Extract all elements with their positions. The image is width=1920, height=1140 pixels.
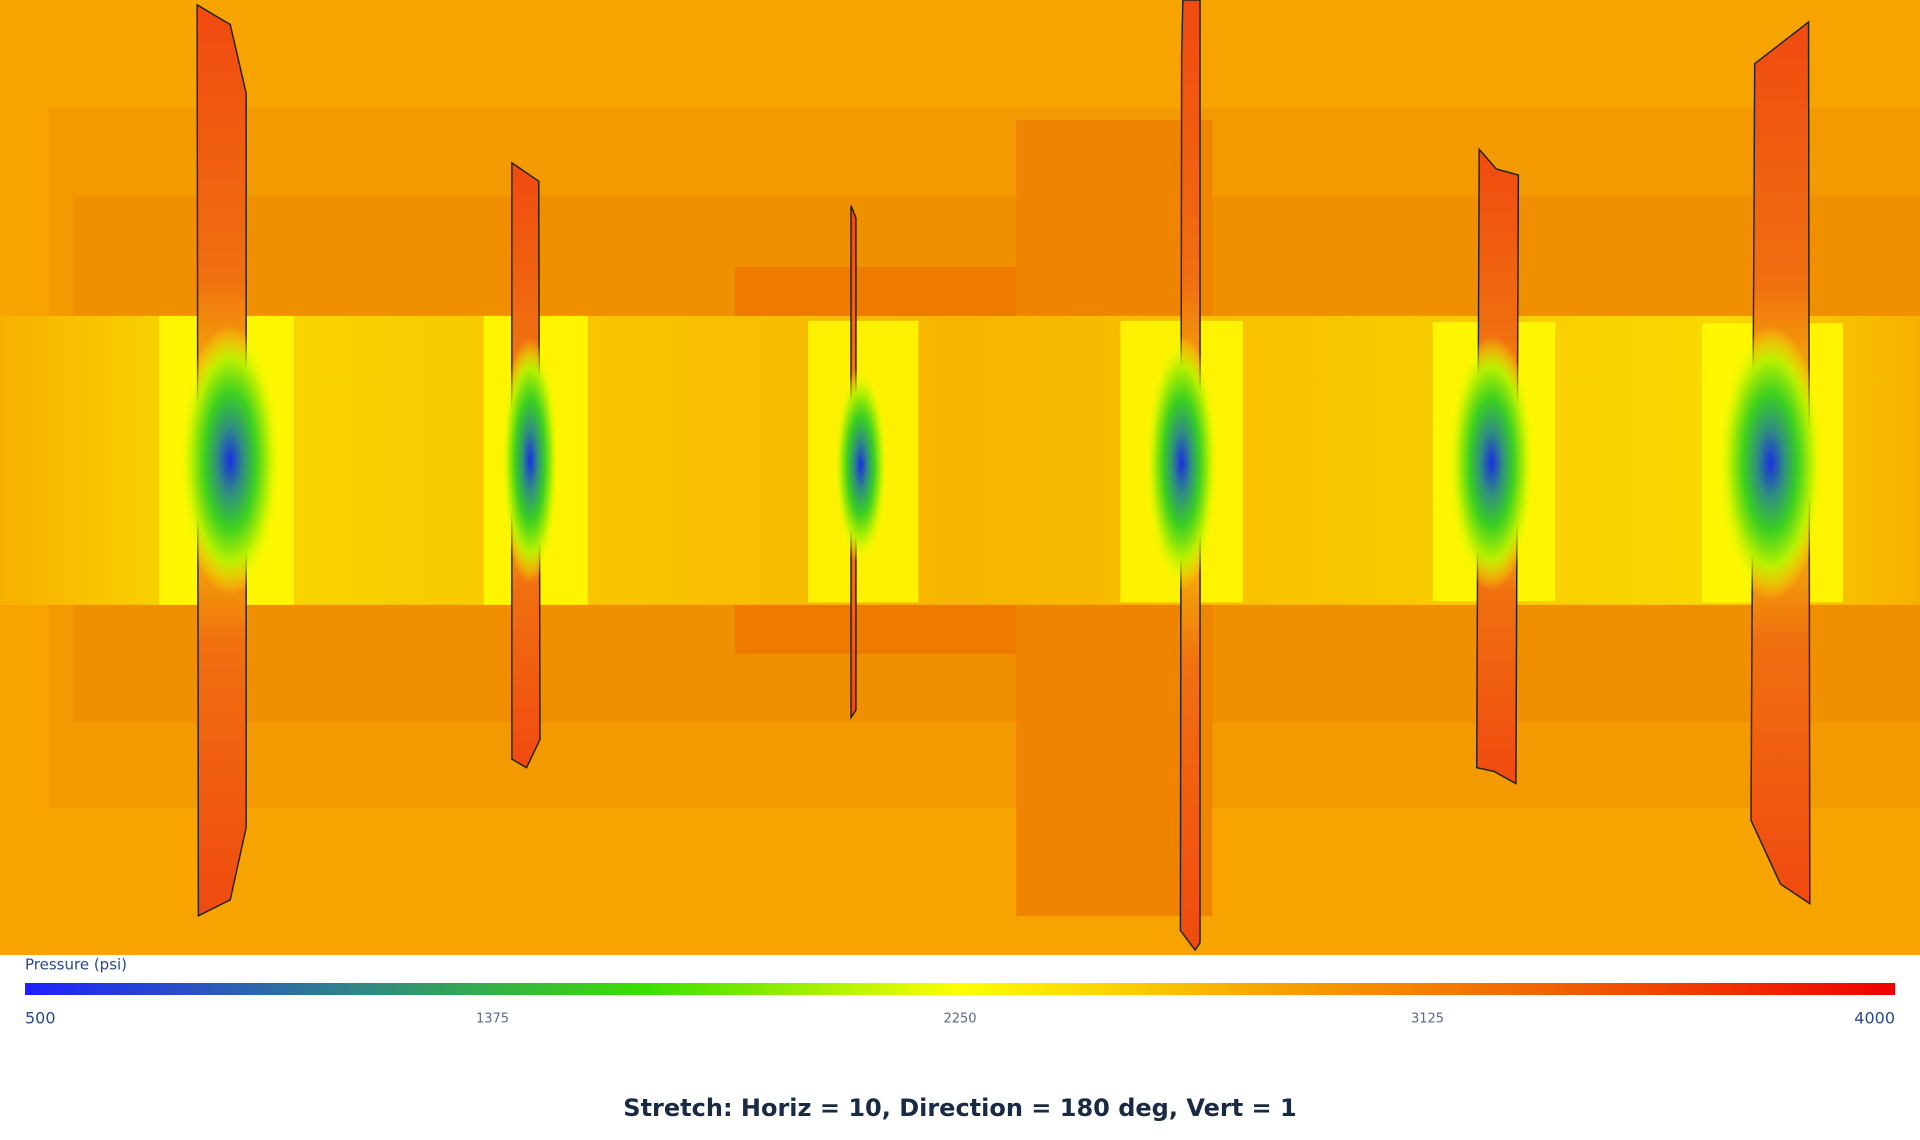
colorbar-tick-label: 2250 <box>943 1012 976 1027</box>
colorbar-tick-label: 4000 <box>1854 1009 1895 1028</box>
colorbar-title: Pressure (psi) <box>25 956 127 974</box>
pressure-map <box>0 0 1920 955</box>
caption: Stretch: Horiz = 10, Direction = 180 deg… <box>623 1094 1296 1122</box>
legend-area: Pressure (psi) Stretch: Horiz = 10, Dire… <box>25 956 1895 1122</box>
colorbar-tick-label: 1375 <box>476 1012 509 1027</box>
well-cores <box>178 325 1825 600</box>
colorbar <box>25 983 1895 995</box>
center-band <box>0 315 1920 605</box>
colorbar-tick-label: 3125 <box>1411 1012 1444 1027</box>
colorbar-tick-label: 500 <box>25 1009 56 1028</box>
